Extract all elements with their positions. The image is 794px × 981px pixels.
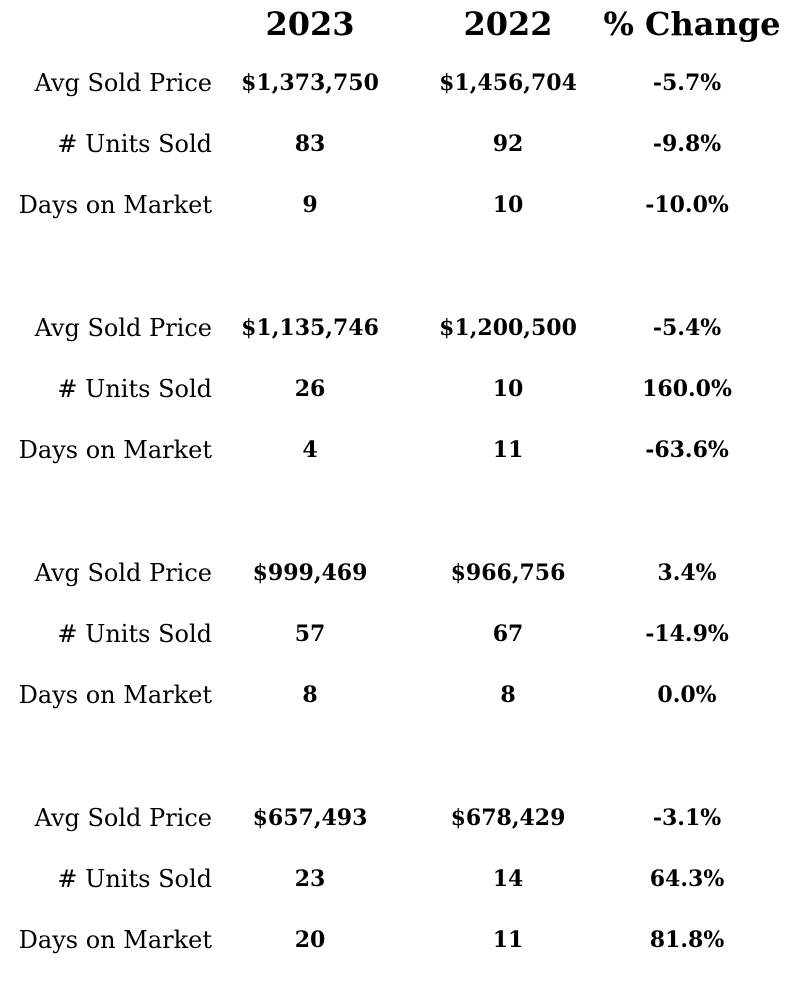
value-2023: $657,493 — [252, 805, 368, 831]
value-2022: 10 — [492, 376, 524, 402]
value-2023: 83 — [294, 131, 326, 157]
row-label: Avg Sold Price — [34, 804, 212, 832]
row-label: Avg Sold Price — [34, 559, 212, 587]
value-2022: $1,200,500 — [439, 315, 577, 341]
value-change: 81.8% — [649, 927, 725, 953]
value-2022: 67 — [492, 621, 524, 647]
table-row: Avg Sold Price $1,373,750 $1,456,704 -5.… — [0, 66, 794, 100]
value-2023: 26 — [294, 376, 326, 402]
row-label: Days on Market — [18, 926, 212, 954]
row-label: # Units Sold — [57, 865, 212, 893]
value-2022: $678,429 — [450, 805, 566, 831]
value-2022: 92 — [492, 131, 524, 157]
value-2023: 57 — [294, 621, 326, 647]
value-2022: 14 — [492, 866, 524, 892]
value-2023: 8 — [302, 682, 318, 708]
row-label: # Units Sold — [57, 375, 212, 403]
value-2022: $966,756 — [450, 560, 566, 586]
value-change: -3.1% — [652, 805, 722, 831]
row-label: Days on Market — [18, 191, 212, 219]
value-change: 0.0% — [657, 682, 717, 708]
value-change: -5.7% — [652, 70, 722, 96]
table-row: # Units Sold 57 67 -14.9% — [0, 617, 794, 651]
value-change: -5.4% — [652, 315, 722, 341]
header-percent-change: % Change — [603, 5, 781, 43]
value-2022: $1,456,704 — [439, 70, 577, 96]
value-2022: 11 — [492, 437, 524, 463]
table-row: Days on Market 20 11 81.8% — [0, 923, 794, 957]
value-change: 64.3% — [649, 866, 725, 892]
value-2023: $999,469 — [252, 560, 368, 586]
value-2022: 10 — [492, 192, 524, 218]
table-row: Days on Market 4 11 -63.6% — [0, 433, 794, 467]
value-2022: 11 — [492, 927, 524, 953]
table-row: # Units Sold 83 92 -9.8% — [0, 127, 794, 161]
value-change: -10.0% — [645, 192, 729, 218]
value-2023: 23 — [294, 866, 326, 892]
value-2023: $1,135,746 — [241, 315, 379, 341]
table-row: Avg Sold Price $657,493 $678,429 -3.1% — [0, 801, 794, 835]
row-label: # Units Sold — [57, 620, 212, 648]
row-label: Avg Sold Price — [34, 314, 212, 342]
value-change: 160.0% — [642, 376, 732, 402]
value-2023: 20 — [294, 927, 326, 953]
row-label: Avg Sold Price — [34, 69, 212, 97]
row-label: Days on Market — [18, 681, 212, 709]
table-row: Days on Market 8 8 0.0% — [0, 678, 794, 712]
value-2023: $1,373,750 — [241, 70, 379, 96]
header-2023: 2023 — [265, 5, 355, 43]
table-row: # Units Sold 26 10 160.0% — [0, 372, 794, 406]
table-row: Days on Market 9 10 -10.0% — [0, 188, 794, 222]
value-change: -9.8% — [652, 131, 722, 157]
value-change: -63.6% — [645, 437, 729, 463]
table-row: # Units Sold 23 14 64.3% — [0, 862, 794, 896]
row-label: # Units Sold — [57, 130, 212, 158]
row-label: Days on Market — [18, 436, 212, 464]
value-change: 3.4% — [657, 560, 717, 586]
value-2023: 9 — [302, 192, 318, 218]
table-row: Avg Sold Price $1,135,746 $1,200,500 -5.… — [0, 311, 794, 345]
table-row: Avg Sold Price $999,469 $966,756 3.4% — [0, 556, 794, 590]
value-2022: 8 — [500, 682, 516, 708]
value-change: -14.9% — [645, 621, 729, 647]
value-2023: 4 — [302, 437, 318, 463]
header-2022: 2022 — [463, 5, 553, 43]
